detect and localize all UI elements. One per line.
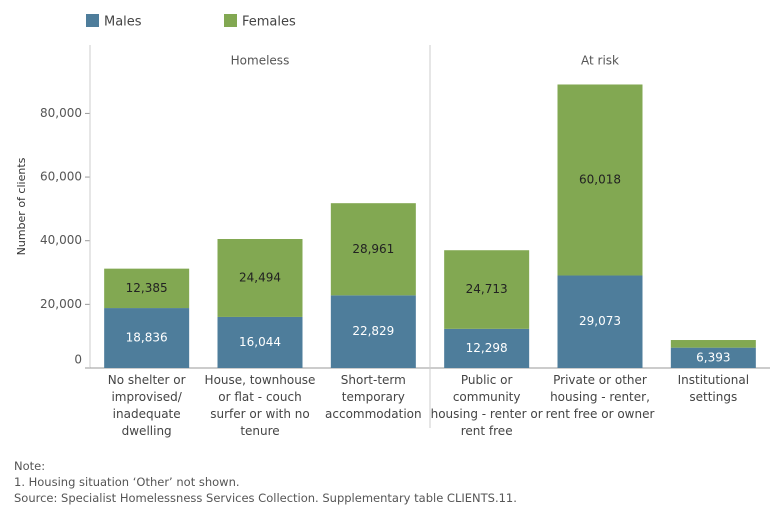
x-tick-label: Institutional settings xyxy=(677,373,750,404)
data-label: 12,298 xyxy=(466,341,508,355)
x-tick-label: Private or other housing - renter, rent … xyxy=(545,373,655,421)
bar-segment xyxy=(670,347,756,368)
bar-segment xyxy=(104,268,190,309)
y-tick-label: 0 xyxy=(74,353,82,367)
panel-label: At risk xyxy=(581,54,619,68)
bar-segment xyxy=(217,238,303,317)
bar-segment xyxy=(557,275,643,368)
x-tick-label: Public or community housing - renter or … xyxy=(430,373,543,438)
bar-segment xyxy=(444,328,530,368)
data-label: 16,044 xyxy=(239,335,281,349)
data-label: 29,073 xyxy=(579,314,621,328)
bar-segment xyxy=(104,308,190,368)
x-tick-label: House, townhouse or flat - couch surfer … xyxy=(204,373,316,438)
bar-segment xyxy=(670,340,756,348)
bar-segment xyxy=(557,84,643,276)
legend-swatch xyxy=(224,14,237,27)
data-label: 28,961 xyxy=(352,242,394,256)
legend-swatch xyxy=(86,14,99,27)
bar-segment xyxy=(217,316,303,368)
data-label: 18,836 xyxy=(126,331,168,345)
y-tick-label: 40,000 xyxy=(40,233,82,247)
x-tick-label: Short-term temporary accommodation xyxy=(325,373,422,421)
note: Note: xyxy=(14,459,46,473)
y-tick-label: 20,000 xyxy=(40,297,82,311)
data-label: 22,829 xyxy=(352,324,394,338)
y-tick-label: 60,000 xyxy=(40,170,82,184)
data-label: 12,385 xyxy=(126,281,168,295)
data-label: 24,494 xyxy=(239,270,281,284)
bar-segment xyxy=(444,250,530,329)
data-label: 24,713 xyxy=(466,282,508,296)
x-tick-label: No shelter or improvised/ inadequate dwe… xyxy=(107,373,186,438)
note: 1. Housing situation ‘Other’ not shown. xyxy=(14,475,240,489)
y-tick-label: 80,000 xyxy=(40,106,82,120)
bar-segment xyxy=(330,295,416,368)
data-label: 6,393 xyxy=(696,350,730,364)
y-axis-label: Number of clients xyxy=(15,157,28,255)
data-label: 60,018 xyxy=(579,172,621,186)
note: Source: Specialist Homelessness Services… xyxy=(14,491,517,505)
legend-label: Males xyxy=(104,15,142,30)
legend-label: Females xyxy=(242,15,296,30)
bar-segment xyxy=(330,203,416,296)
panel-label: Homeless xyxy=(231,54,290,68)
